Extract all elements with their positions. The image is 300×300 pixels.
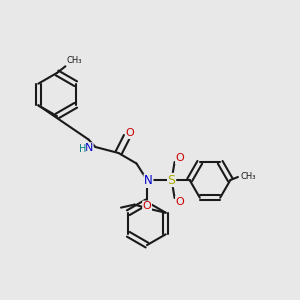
Text: O: O <box>176 153 184 164</box>
Text: N: N <box>85 143 93 153</box>
Text: S: S <box>168 173 176 187</box>
Text: H: H <box>79 144 86 154</box>
Text: O: O <box>143 201 152 211</box>
Text: CH₃: CH₃ <box>67 56 83 65</box>
Text: CH₃: CH₃ <box>240 172 256 181</box>
Text: N: N <box>144 174 153 188</box>
Text: O: O <box>176 196 184 207</box>
Text: O: O <box>125 128 134 139</box>
